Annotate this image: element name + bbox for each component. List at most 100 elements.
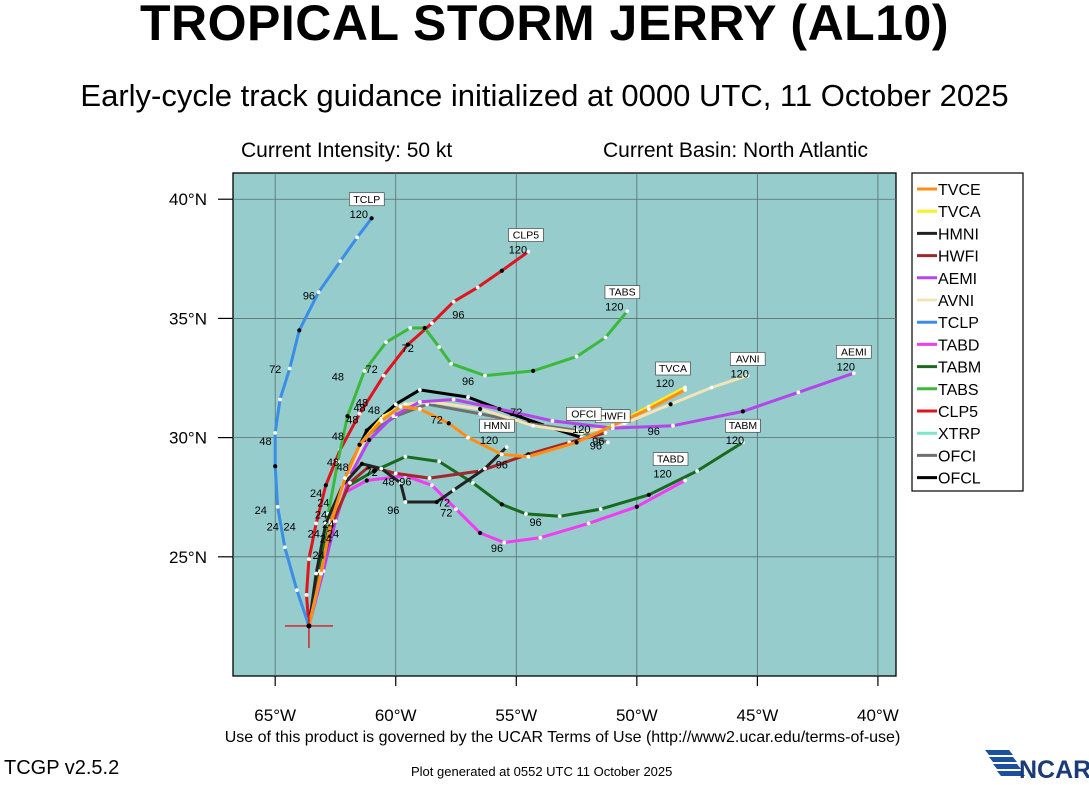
legend-entry-tvce: TVCE xyxy=(938,182,981,199)
forecast-point xyxy=(297,328,302,333)
forecast-point xyxy=(741,440,745,445)
forecast-hour-label: 48 xyxy=(332,431,344,443)
current-intensity: Current Intensity: 50 kt xyxy=(241,139,453,162)
forecast-point xyxy=(427,476,432,481)
forecast-point xyxy=(398,404,403,409)
chart-subtitle: Early-cycle track guidance initialized a… xyxy=(80,78,1009,113)
forecast-hour-label: 96 xyxy=(491,543,503,555)
forecast-hour-label: 24 xyxy=(315,510,327,522)
forecast-hour-label: 96 xyxy=(592,436,604,448)
forecast-hour-label: 96 xyxy=(529,517,541,529)
forecast-hour-label: 24 xyxy=(308,529,320,541)
forecast-point xyxy=(579,430,584,435)
forecast-hour-label: 72 xyxy=(440,507,452,519)
track-end-tag xyxy=(652,452,689,466)
forecast-point xyxy=(417,399,422,404)
forecast-hour-label: 96 xyxy=(387,505,399,517)
track-end-tag-text: TVCA xyxy=(659,363,687,375)
forecast-point xyxy=(475,285,480,290)
forecast-hour-label: 72 xyxy=(438,498,450,510)
lat-tick-label: 25°N xyxy=(169,548,207,567)
forecast-point xyxy=(357,442,362,447)
forecast-point xyxy=(381,373,386,378)
forecast-point xyxy=(499,452,504,457)
lat-tick-label: 40°N xyxy=(169,190,207,209)
lat-tick-label: 35°N xyxy=(169,309,207,328)
forecast-point xyxy=(470,481,475,485)
forecast-point xyxy=(367,437,372,443)
forecast-hour-label: 120 xyxy=(653,469,671,481)
forecast-point xyxy=(362,368,367,373)
forecast-point xyxy=(307,557,311,562)
forecast-point xyxy=(357,411,362,416)
forecast-point xyxy=(526,454,531,459)
forecast-hour-label: 24 xyxy=(312,550,324,562)
forecast-hour-label: 24 xyxy=(284,522,296,534)
forecast-hour-label: 120 xyxy=(605,302,623,314)
forecast-hour-label: 120 xyxy=(656,378,674,390)
legend-entry-clp5: CLP5 xyxy=(938,404,978,421)
track-end-tag xyxy=(349,192,385,207)
lon-tick-label: 40°W xyxy=(857,706,899,725)
track-end-tag-text: TCLP xyxy=(353,194,380,206)
legend-entry-ofci: OFCI xyxy=(938,448,976,465)
forecast-point xyxy=(273,430,278,435)
forecast-point xyxy=(851,371,856,376)
forecast-point xyxy=(451,488,456,492)
forecast-point xyxy=(454,507,458,512)
forecast-point xyxy=(610,423,615,428)
forecast-point xyxy=(393,402,398,407)
forecast-point xyxy=(796,390,801,395)
forecast-point xyxy=(364,478,369,483)
lon-tick-label: 55°W xyxy=(495,706,537,725)
legend-entry-tabs: TABS xyxy=(938,382,979,399)
forecast-hour-label: 120 xyxy=(731,368,749,380)
forecast-point xyxy=(294,588,299,593)
forecast-point xyxy=(304,593,309,597)
forecast-hour-label: 96 xyxy=(399,476,411,488)
forecast-point xyxy=(282,545,287,550)
forecast-hour-label: 72 xyxy=(431,414,443,426)
plot-generated-time: Plot generated at 0552 UTC 11 October 20… xyxy=(411,764,673,779)
forecast-point xyxy=(278,397,282,402)
forecast-hour-label: 24 xyxy=(267,522,279,534)
forecast-hour-label: 120 xyxy=(350,209,368,221)
forecast-point xyxy=(273,464,278,469)
forecast-hour-label: 120 xyxy=(837,361,855,373)
forecast-point xyxy=(603,335,608,340)
track-end-tag-text: CLP5 xyxy=(513,230,539,242)
chart-title: TROPICAL STORM JERRY (AL10) xyxy=(140,0,949,51)
forecast-hour-label: 48 xyxy=(337,462,349,474)
forecast-hour-label: 48 xyxy=(368,405,380,417)
forecast-point xyxy=(359,461,365,466)
forecast-point xyxy=(348,481,352,485)
forecast-hour-label: 48 xyxy=(327,457,339,469)
forecast-point xyxy=(499,268,504,273)
forecast-point xyxy=(683,388,687,392)
forecast-hour-label: 48 xyxy=(356,398,368,410)
forecast-point xyxy=(634,504,639,509)
forecast-point xyxy=(393,471,398,476)
forecast-point xyxy=(466,435,470,440)
forecast-point xyxy=(646,492,651,497)
forecast-hour-label: 48 xyxy=(332,371,344,383)
forecast-point xyxy=(538,535,543,540)
lon-tick-label: 50°W xyxy=(616,706,658,725)
forecast-point xyxy=(625,309,630,314)
forecast-point xyxy=(483,466,487,471)
legend-entry-hwfi: HWFI xyxy=(938,249,979,266)
forecast-point xyxy=(478,411,483,416)
track-end-tag xyxy=(655,361,691,376)
track-end-tag xyxy=(836,345,872,359)
forecast-hour-label: 120 xyxy=(509,245,527,257)
forecast-point xyxy=(379,419,384,423)
forecast-hour-label: 72 xyxy=(402,343,414,355)
track-end-tag xyxy=(604,285,641,300)
forecast-point xyxy=(319,571,323,576)
track-end-tag-text: AVNI xyxy=(736,353,760,365)
forecast-point xyxy=(745,373,750,378)
track-end-tag xyxy=(566,407,602,421)
terms-of-use: Use of this product is governed by the U… xyxy=(224,729,901,746)
forecast-point xyxy=(430,321,434,326)
track-hmni xyxy=(307,445,509,628)
